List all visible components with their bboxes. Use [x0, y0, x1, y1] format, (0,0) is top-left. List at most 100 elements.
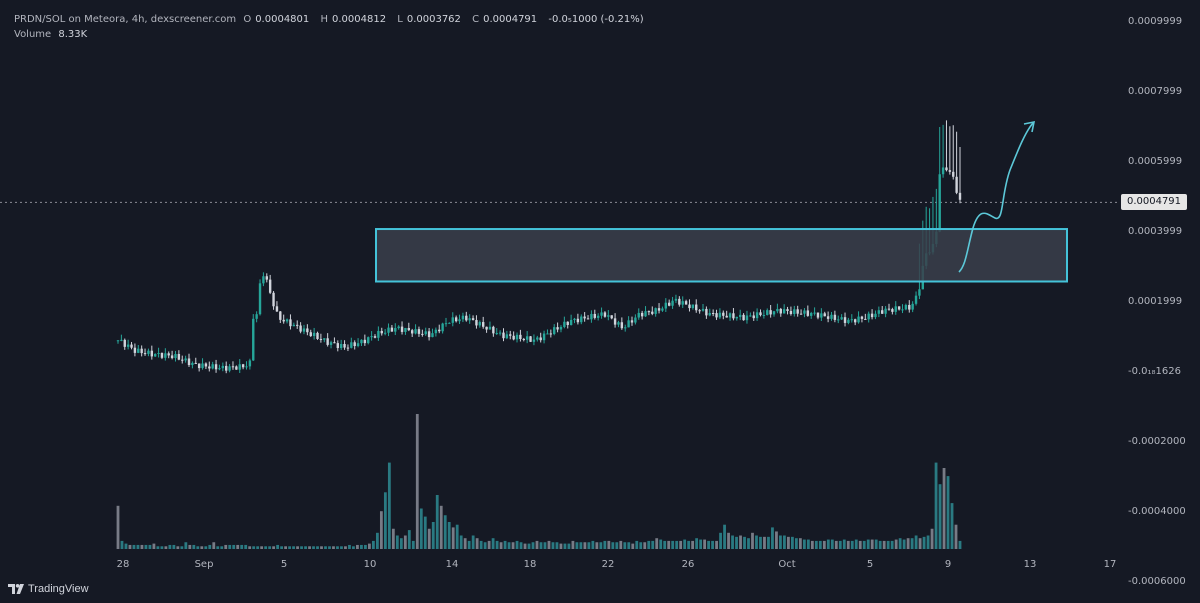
- candle: [752, 311, 755, 321]
- volume-bar: [687, 540, 691, 549]
- candle: [231, 361, 235, 370]
- candle: [248, 358, 252, 370]
- candle: [580, 314, 583, 325]
- candle: [201, 358, 204, 370]
- volume-bar: [132, 544, 136, 549]
- x-tick-label: 9: [945, 559, 951, 570]
- candle: [197, 363, 201, 372]
- candle: [955, 131, 958, 195]
- x-tick-label: 14: [446, 559, 459, 570]
- candle: [279, 311, 282, 324]
- candle: [887, 303, 891, 311]
- support-zone[interactable]: [375, 228, 1068, 283]
- volume-bar: [479, 540, 483, 549]
- volume-bar: [180, 546, 184, 549]
- volume-bar: [830, 539, 834, 549]
- price-axis[interactable]: 0.0014000.0012000.00099990.00079990.0005…: [1128, 0, 1186, 587]
- volume-bar: [144, 544, 148, 549]
- candle: [130, 341, 133, 350]
- volume-bar: [942, 468, 946, 549]
- candle: [492, 325, 495, 337]
- volume-bar: [631, 543, 635, 549]
- candle: [569, 314, 573, 326]
- candle: [674, 294, 678, 303]
- candle: [647, 310, 651, 316]
- volume-bar: [810, 540, 814, 549]
- candle: [350, 337, 353, 349]
- candle: [573, 317, 576, 324]
- volume-bar: [204, 546, 208, 549]
- x-tick-label: Sep: [195, 559, 214, 570]
- volume-bar: [288, 546, 291, 549]
- volume-bar: [515, 540, 519, 549]
- candle: [377, 326, 380, 341]
- volume-bar: [292, 546, 295, 549]
- candle: [265, 273, 268, 283]
- candle: [529, 336, 532, 343]
- y-tick-label: 0.0003999: [1128, 226, 1182, 237]
- tradingview-logo-icon: [8, 584, 24, 594]
- tradingview-brand[interactable]: TradingView: [8, 583, 89, 595]
- volume-bar: [743, 536, 746, 549]
- legend-volume-label[interactable]: Volume: [14, 29, 52, 40]
- volume-bar: [403, 535, 407, 549]
- volume-bar: [140, 544, 144, 549]
- volume-bar: [587, 542, 591, 549]
- candle: [238, 359, 241, 373]
- volume-bar: [834, 540, 838, 549]
- candle: [309, 329, 312, 337]
- candle: [140, 345, 143, 357]
- volume-bar: [356, 544, 359, 549]
- legend-symbol[interactable]: PRDN/SOL on Meteora, 4h, dexscreener.com: [14, 14, 237, 25]
- volume-bar: [914, 535, 918, 549]
- candle: [806, 305, 810, 317]
- y-tick-label: -0.0004000: [1128, 506, 1186, 517]
- volume-bar: [312, 546, 315, 549]
- candle: [258, 279, 262, 316]
- candle: [884, 306, 887, 318]
- candle: [478, 320, 482, 328]
- candle: [275, 301, 279, 313]
- volume-bar: [882, 540, 886, 549]
- volume-bar: [727, 532, 730, 549]
- candle: [427, 328, 431, 341]
- candle: [613, 313, 617, 328]
- volume-bar: [491, 538, 495, 549]
- candle: [211, 361, 214, 370]
- candle: [410, 328, 414, 337]
- x-tick-label: 18: [524, 559, 537, 570]
- candle: [363, 334, 367, 346]
- brand-label: TradingView: [28, 583, 89, 595]
- candle: [471, 315, 475, 321]
- candle: [137, 345, 140, 354]
- candle: [123, 338, 126, 350]
- candle: [488, 321, 492, 330]
- volume-bar: [579, 542, 583, 549]
- projection-arrow[interactable]: [958, 121, 1035, 273]
- candle: [837, 315, 840, 324]
- volume-bar: [846, 540, 850, 549]
- volume-bar: [176, 546, 180, 549]
- candle: [894, 301, 897, 315]
- candle: [553, 324, 556, 336]
- volume-bar: [583, 542, 587, 549]
- volume-bar: [591, 540, 595, 549]
- time-axis[interactable]: 28 Sep 5 10 14 18 22 26 Oct 5 9 13 17: [117, 559, 1117, 570]
- volume-bar: [858, 540, 862, 549]
- volume-bar: [571, 540, 575, 549]
- candle: [525, 331, 529, 344]
- legend-ohlc-row: PRDN/SOL on Meteora, 4h, dexscreener.com…: [14, 12, 648, 27]
- candle: [651, 306, 654, 316]
- volume-bar: [691, 540, 695, 549]
- candle: [194, 357, 197, 364]
- candle: [319, 333, 323, 343]
- volume-bar: [679, 540, 683, 549]
- candle: [897, 306, 901, 311]
- volume-bar: [535, 540, 539, 549]
- volume-bar: [731, 535, 734, 549]
- volume-bar: [723, 524, 726, 549]
- volume-bar: [459, 535, 463, 549]
- candle: [424, 327, 427, 336]
